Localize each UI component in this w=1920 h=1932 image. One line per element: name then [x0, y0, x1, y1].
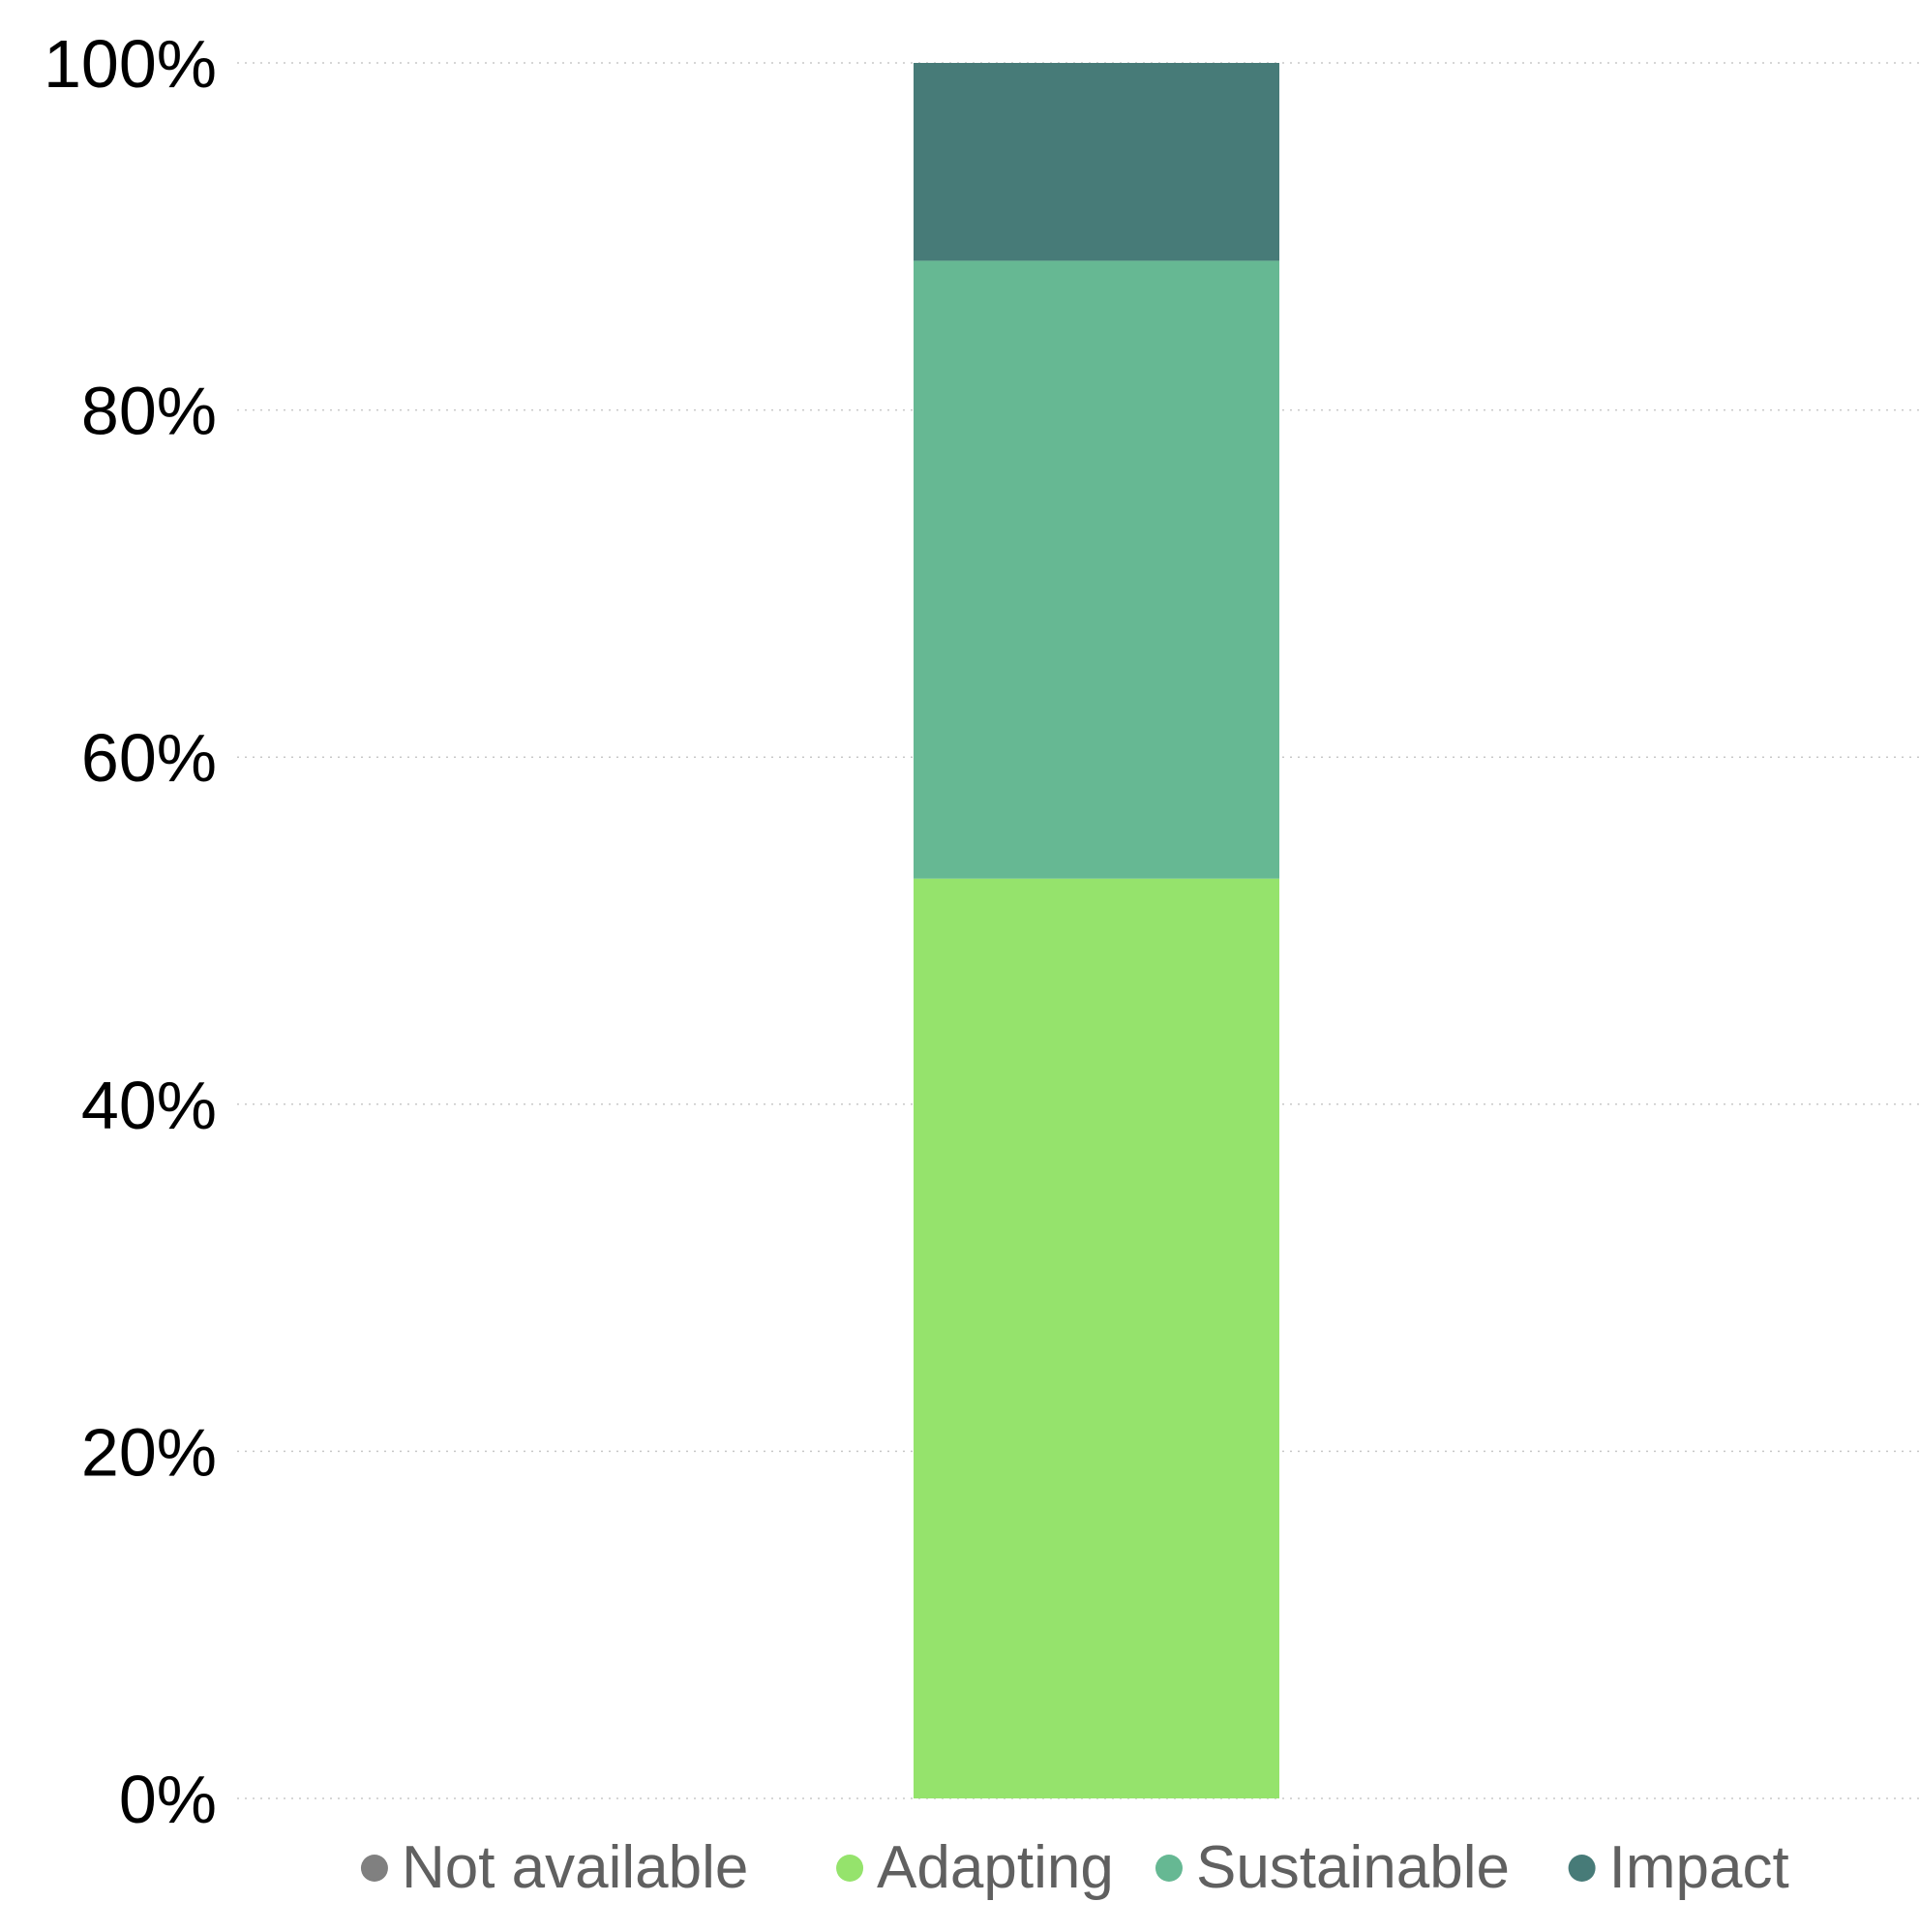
gridlines — [237, 62, 1920, 1799]
y-tick-label: 80% — [81, 374, 217, 449]
legend-marker-icon — [836, 1855, 864, 1882]
legend-label: Not available — [402, 1834, 748, 1901]
y-tick-label: 0% — [119, 1762, 217, 1837]
legend: Not available Adapting Sustainable Impact — [360, 1834, 1789, 1901]
bar-segment-impact[interactable] — [914, 63, 1279, 261]
legend-marker-icon — [1568, 1855, 1596, 1882]
legend-item-not-available[interactable]: Not available — [360, 1834, 748, 1901]
y-tick-label: 100% — [44, 26, 217, 102]
y-tick-label: 40% — [81, 1068, 217, 1143]
legend-label: Sustainable — [1196, 1834, 1510, 1901]
y-tick-label: 20% — [81, 1414, 217, 1490]
legend-item-sustainable[interactable]: Sustainable — [1155, 1834, 1510, 1901]
y-tick-label: 60% — [81, 720, 217, 796]
bar-segment-adapting[interactable] — [914, 878, 1279, 1798]
legend-label: Impact — [1609, 1834, 1789, 1901]
bar-segment-sustainable[interactable] — [914, 260, 1279, 879]
y-axis-tick-labels: 0% 20% 40% 60% 80% 100% — [44, 26, 217, 1837]
legend-label: Adapting — [877, 1834, 1114, 1901]
legend-item-impact[interactable]: Impact — [1568, 1834, 1789, 1901]
legend-marker-icon — [1155, 1855, 1183, 1882]
legend-item-adapting[interactable]: Adapting — [836, 1834, 1114, 1901]
legend-marker-icon — [360, 1855, 388, 1882]
bar-segments — [914, 63, 1279, 1798]
